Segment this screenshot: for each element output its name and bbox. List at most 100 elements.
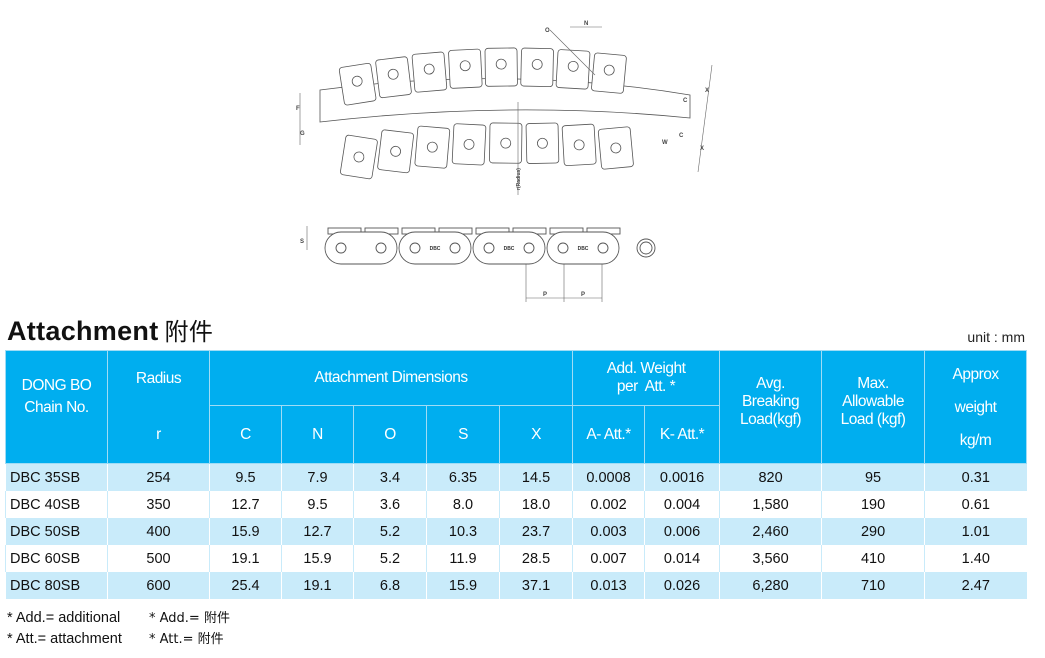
table-cell: 12.7 [281,518,354,545]
table-cell: 0.0016 [644,463,720,491]
top-attachment-plate [411,51,448,93]
table-row: DBC 35SB 254 9.5 7.9 3.4 6.35 14.5 0.0008 0.0016… [5,463,1027,491]
header-text: DONG BO [21,377,92,394]
table-cell: 3,560 [719,545,822,572]
header-text: Avg. [756,375,785,392]
header-text: weight [954,398,997,416]
table-cell: 7.9 [281,463,354,491]
table-cell: 15.9 [209,518,282,545]
header-text: Approx [952,365,999,383]
table-cell: 0.013 [572,572,645,599]
attachment-spec-table: DONG BO Chain No. Radius r Attachment Dime… [5,350,1028,599]
table-cell: 3.4 [353,463,427,491]
table-row: DBC 50SB 400 15.9 12.7 5.2 10.3 23.7 0.003 0.006… [5,518,1027,545]
table-cell: 14.5 [498,463,573,491]
table-cell: 1,580 [719,491,822,518]
table-cell: 19.1 [209,545,282,572]
bottom-attachment-plate [451,123,487,166]
table-cell: DBC 35SB [5,463,108,491]
header-approx-weight: Approx weight kg/m [924,350,1028,464]
table-cell: 5.2 [353,518,427,545]
table-cell: 10.3 [426,518,500,545]
table-row: DBC 40SB 350 12.7 9.5 3.6 8.0 18.0 0.002 0.004 1,… [5,491,1027,518]
top-attachment-plate [520,47,554,88]
header-radius: Radius r [107,350,210,464]
footnote: * Att.= attachment * Att.= 附件 [7,629,230,650]
table-cell: 28.5 [498,545,573,572]
header-text: Max. [857,375,889,392]
footnote-cn: * Att.= 附件 [149,632,224,647]
label-f: F [296,106,300,112]
table-cell: 0.0008 [572,463,645,491]
table-cell: 1.40 [924,545,1027,572]
header-n: N [281,405,354,464]
table-cell: 2.47 [924,572,1027,599]
table-cell: DBC 50SB [5,518,108,545]
header-text: Load(kgf) [740,411,802,428]
table-cell: 710 [821,572,925,599]
header-add-weight: Add. Weight per Att. * [572,350,721,406]
header-breaking-load: Avg. Breaking Load(kgf) [719,350,823,464]
label-o: O [545,28,550,34]
table-cell: 8.0 [426,491,500,518]
header-text: Allowable [842,393,904,410]
bottom-attachment-plate [561,123,597,167]
header-text: per Att. * [616,378,676,395]
table-cell: 400 [107,518,210,545]
footnote-en: * Add.= additional [7,610,121,626]
table-cell: 15.9 [426,572,500,599]
table-cell: 9.5 [281,491,354,518]
header-text: Load (kgf) [840,411,906,428]
header-attachment-dimensions: Attachment Dimensions [208,350,574,406]
label-c-top: C [683,98,688,104]
table-cell: 0.002 [572,491,645,518]
label-g: G [300,131,305,137]
header-text: Breaking [741,393,800,410]
page-title: Attachment 附件 [7,312,213,347]
side-link [324,231,398,265]
top-attachment-plate [338,62,377,106]
table-cell: 0.003 [572,518,645,545]
header-text: r [156,426,161,443]
side-link [546,231,620,265]
table-cell: 95 [821,463,925,491]
table-cell: 0.31 [924,463,1027,491]
table-cell: 0.004 [644,491,720,518]
table-cell: 500 [107,545,210,572]
header-k-att: K- Att.* [644,405,721,464]
footnotes: * Add.= additional * Add.= 附件 * Att.= att… [7,608,230,650]
table-cell: DBC 40SB [5,491,108,518]
label-w: W [662,140,668,146]
side-link [398,231,472,265]
table-cell: 190 [821,491,925,518]
label-x-top: X [705,88,709,94]
table-cell: 6,280 [719,572,822,599]
table-cell: 290 [821,518,925,545]
table-cell: 1.01 [924,518,1027,545]
top-attachment-plate [591,52,627,94]
dbc-plate-text: DBC [430,246,441,252]
bottom-attachment-plate [597,126,634,170]
table-cell: 6.35 [426,463,500,491]
table-row: DBC 60SB 500 19.1 15.9 5.2 11.9 28.5 0.007 0.014… [5,545,1027,572]
header-o: O [353,405,427,464]
chain-attachment-diagram: O N X C C X W F G r(Radius) S P P DBC DBC… [296,21,713,302]
table-cell: 19.1 [281,572,354,599]
table-cell: 23.7 [498,518,573,545]
bottom-attachment-plate [377,129,414,174]
top-attachment-plate [555,49,591,90]
footnote: * Add.= additional * Add.= 附件 [7,608,230,629]
bottom-attachment-plate [414,125,451,169]
table-cell: 15.9 [281,545,354,572]
top-attachment-plate [375,56,412,99]
label-s: S [300,239,304,245]
table-cell: 25.4 [209,572,282,599]
label-x-bottom: X [700,146,704,152]
footnote-en: * Att.= attachment [7,631,122,647]
label-c-bottom: C [679,133,684,139]
table-cell: 2,460 [719,518,822,545]
header-text: kg/m [959,431,992,449]
dbc-plate-text: DBC [578,246,589,252]
table-cell: 254 [107,463,210,491]
